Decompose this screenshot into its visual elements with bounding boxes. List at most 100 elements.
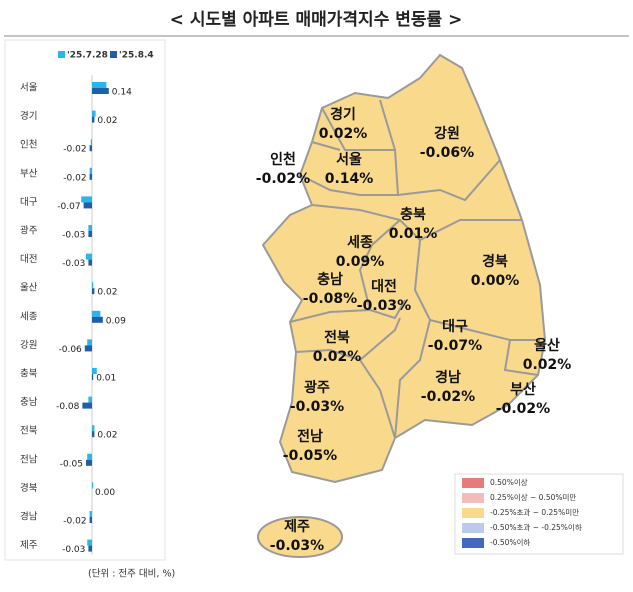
- y-tick-label: 전북: [20, 426, 38, 437]
- y-tick-label: 경남: [20, 511, 38, 523]
- value-label: -0.06: [59, 345, 83, 355]
- bar: [87, 454, 92, 460]
- region-name: 대전: [371, 278, 397, 295]
- region-value: -0.03%: [270, 538, 324, 554]
- bar: [92, 317, 103, 323]
- map-legend-label: 0.25%이상 ~ 0.50%미만: [490, 492, 576, 502]
- region-value: 0.02%: [523, 357, 572, 373]
- value-label: 0.02: [97, 431, 117, 441]
- value-label: -0.07: [57, 202, 80, 212]
- bar: [92, 425, 94, 431]
- y-tick-label: 서울: [20, 83, 38, 94]
- y-tick-label: 부산: [20, 168, 38, 179]
- bar: [86, 460, 92, 466]
- map-legend-swatch: [462, 508, 484, 518]
- y-tick-label: 경북: [20, 482, 38, 494]
- value-label: 0.01: [96, 374, 116, 384]
- map-legend-label: -0.50%초과 ~ -0.25%이하: [490, 522, 582, 532]
- value-label: -0.02: [63, 145, 86, 155]
- value-label: -0.02: [63, 517, 86, 527]
- bar: [92, 482, 93, 488]
- y-tick-label: 대구: [20, 197, 38, 208]
- bar: [92, 311, 100, 317]
- region-name: 제주: [284, 519, 310, 535]
- region-value: -0.02%: [496, 401, 550, 417]
- legend-swatch: [110, 51, 117, 58]
- y-tick-label: 충남: [20, 397, 38, 408]
- region-name: 서울: [336, 151, 362, 168]
- bar: [92, 88, 109, 94]
- bar: [92, 431, 94, 437]
- bar: [81, 196, 92, 202]
- bar: [88, 225, 92, 231]
- bar: [84, 202, 92, 208]
- map-legend-swatch: [462, 538, 484, 548]
- region-value: -0.05%: [283, 448, 337, 464]
- bar: [90, 174, 92, 180]
- region-name: 부산: [510, 381, 536, 398]
- bar: [90, 145, 92, 151]
- bar: [88, 397, 92, 403]
- region-value: 0.09%: [336, 254, 385, 270]
- region-value: -0.02%: [421, 389, 475, 405]
- region-name: 경기: [330, 106, 356, 123]
- region-value: -0.02%: [256, 171, 310, 187]
- page-title: < 시도별 아파트 매매가격지수 변동률 >: [170, 10, 463, 30]
- region-value: -0.03%: [290, 399, 344, 415]
- value-label: -0.05: [60, 459, 83, 469]
- bar: [92, 117, 94, 123]
- map-legend-swatch: [462, 523, 484, 533]
- legend-label: '25.8.4: [119, 51, 154, 61]
- region-value: 0.02%: [313, 349, 362, 365]
- region-name: 경남: [435, 369, 461, 386]
- value-label: -0.03: [62, 231, 85, 241]
- value-label: 0.09: [106, 316, 126, 326]
- region-value: 0.14%: [325, 171, 374, 187]
- value-label: 0.02: [97, 288, 117, 298]
- bar: [92, 282, 93, 288]
- y-tick-label: 제주: [20, 540, 38, 551]
- bar: [91, 139, 92, 145]
- region-value: -0.06%: [420, 145, 474, 161]
- region-name: 강원: [434, 125, 460, 142]
- bar: [90, 517, 92, 523]
- region-value: 0.00%: [471, 273, 520, 289]
- map-legend-label: 0.50%이상: [490, 477, 528, 487]
- region-name: 충북: [400, 207, 426, 223]
- region-name: 전남: [297, 428, 323, 445]
- y-tick-label: 인천: [20, 140, 37, 151]
- legend-label: '25.7.28: [67, 51, 108, 61]
- value-label: 0.02: [97, 116, 117, 126]
- y-tick-label: 충북: [20, 369, 38, 380]
- region-name: 인천: [270, 151, 296, 168]
- bar: [88, 546, 92, 552]
- y-tick-label: 대전: [20, 254, 37, 265]
- y-tick-label: 울산: [20, 283, 38, 294]
- y-tick-label: 경기: [20, 110, 37, 122]
- value-label: -0.03: [62, 545, 85, 555]
- unit-note: (단위 : 전주 대비, %): [88, 568, 175, 580]
- bar: [90, 511, 92, 517]
- region-name: 대구: [442, 319, 468, 335]
- region-name: 충남: [317, 271, 343, 288]
- map-legend-swatch: [462, 493, 484, 503]
- value-label: -0.03: [62, 259, 85, 269]
- value-label: -0.08: [56, 402, 80, 412]
- map-legend-swatch: [462, 478, 484, 488]
- legend-swatch: [58, 51, 65, 58]
- region-value: 0.01%: [389, 226, 438, 242]
- bar: [92, 111, 96, 117]
- bar: [87, 339, 92, 345]
- map-legend-label: -0.50%이하: [490, 537, 530, 547]
- bar: [86, 254, 92, 260]
- region-value: -0.08%: [303, 291, 357, 307]
- map-legend-label: -0.25%초과 ~ 0.25%미만: [490, 508, 579, 517]
- region-name: 세종: [347, 235, 373, 251]
- value-label: 0.00: [95, 488, 115, 498]
- region-name: 울산: [534, 337, 560, 354]
- bar: [82, 403, 92, 409]
- bar: [92, 374, 93, 380]
- y-tick-label: 세종: [20, 311, 38, 322]
- region-name: 경북: [482, 253, 508, 270]
